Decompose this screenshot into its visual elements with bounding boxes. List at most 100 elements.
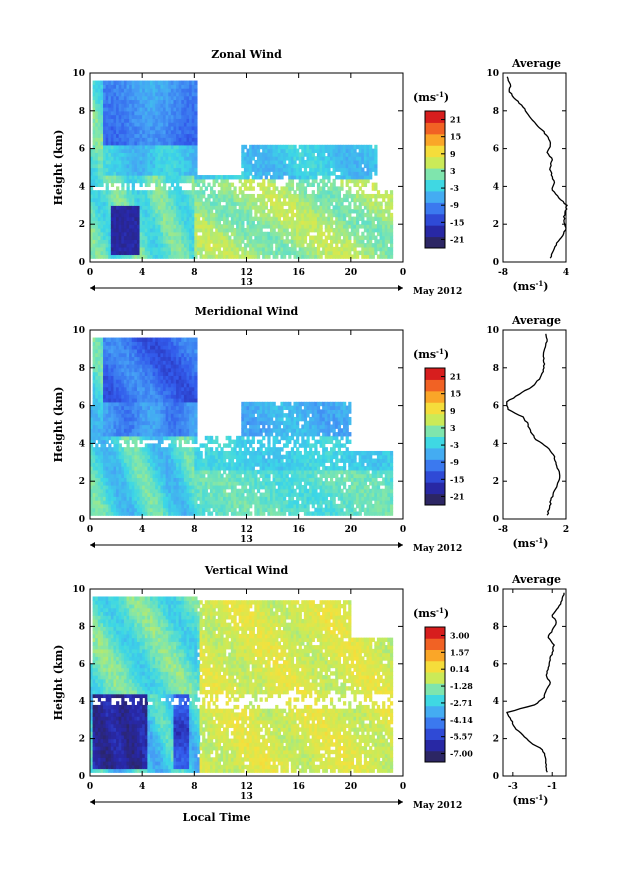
heatmap-cell xyxy=(176,239,180,244)
heatmap-cell xyxy=(126,80,130,85)
heatmap-cell xyxy=(90,186,94,191)
heatmap-cell xyxy=(136,91,141,97)
heatmap-cell xyxy=(147,118,151,123)
heatmap-cell xyxy=(191,178,195,184)
heatmap-cell xyxy=(144,107,148,112)
heatmap-cell xyxy=(97,503,102,509)
heatmap-cell xyxy=(121,371,125,376)
heatmap-cell xyxy=(121,197,125,203)
heatmap-cell xyxy=(233,220,237,225)
heatmap-cell xyxy=(170,118,175,123)
heatmap-cell xyxy=(142,171,146,176)
heatmap-cell xyxy=(134,125,138,131)
heatmap-cell xyxy=(103,443,107,448)
heatmap-cell xyxy=(348,239,352,244)
heatmap-cell xyxy=(316,156,321,161)
heatmap-cell xyxy=(147,141,151,146)
heatmap-cell xyxy=(389,190,394,195)
heatmap-cell xyxy=(108,386,112,392)
heatmap-cell xyxy=(267,156,271,161)
heatmap-cell xyxy=(178,224,182,229)
heatmap-cell xyxy=(170,235,175,240)
heatmap-cell xyxy=(269,175,274,180)
heatmap-cell xyxy=(324,144,328,150)
heatmap-cell xyxy=(92,371,96,376)
heatmap-cell xyxy=(123,84,128,89)
heatmap-cell xyxy=(369,205,373,210)
heatmap-cell xyxy=(149,227,154,233)
heatmap-cell xyxy=(176,88,180,93)
heatmap-cell xyxy=(100,148,104,153)
heatmap-cell xyxy=(113,488,117,494)
heatmap-cell xyxy=(121,216,125,222)
heatmap-cell xyxy=(116,394,120,399)
heatmap-cell xyxy=(121,450,125,456)
heatmap-cell xyxy=(238,212,242,218)
heatmap-cell xyxy=(353,209,357,214)
heatmap-cell xyxy=(110,503,115,509)
heatmap-cell xyxy=(350,167,355,172)
heatmap-cell xyxy=(382,254,386,259)
heatmap-cell xyxy=(116,186,120,191)
heatmap-cell xyxy=(371,182,375,187)
heatmap-cell xyxy=(280,224,284,229)
heatmap-cell xyxy=(147,500,151,505)
heatmap-cell xyxy=(191,148,195,153)
heatmap-cell xyxy=(186,125,190,131)
heatmap-cell xyxy=(387,201,391,206)
heatmap-cell xyxy=(134,129,138,135)
heatmap-cell xyxy=(251,148,255,153)
heatmap-cell xyxy=(134,435,138,441)
heatmap-cell xyxy=(256,220,261,225)
heatmap-cell xyxy=(116,477,120,482)
heatmap-cell xyxy=(149,394,154,399)
heatmap-cell xyxy=(90,424,94,429)
heatmap-cell xyxy=(149,156,154,161)
heatmap-cell xyxy=(285,144,289,150)
heatmap-cell xyxy=(155,496,159,501)
heatmap-cell xyxy=(103,152,107,157)
heatmap-cell xyxy=(191,137,195,142)
heatmap-cell xyxy=(337,235,341,240)
heatmap-cell xyxy=(118,175,122,180)
heatmap-cell xyxy=(337,163,341,169)
heatmap-cell xyxy=(209,175,214,180)
heatmap-cell xyxy=(259,193,263,199)
heatmap-cell xyxy=(147,254,151,259)
heatmap-cell xyxy=(204,212,208,218)
heatmap-cell xyxy=(327,152,331,157)
heatmap-cell xyxy=(108,488,112,494)
heatmap-cell xyxy=(136,503,141,509)
heatmap-cell xyxy=(108,137,112,142)
heatmap-cell xyxy=(262,159,266,165)
heatmap-cell xyxy=(92,466,96,471)
heatmap-cell xyxy=(254,152,258,157)
heatmap-cell xyxy=(369,212,373,218)
heatmap-cell xyxy=(90,182,94,187)
heatmap-cell xyxy=(176,250,180,256)
heatmap-cell xyxy=(142,137,146,142)
heatmap-cell xyxy=(178,88,182,93)
heatmap-cell xyxy=(100,231,104,237)
heatmap-cell xyxy=(90,481,94,486)
heatmap-cell xyxy=(97,435,102,441)
heatmap-cell xyxy=(316,224,321,229)
heatmap-cell xyxy=(103,477,107,482)
heatmap-cell xyxy=(163,190,167,195)
heatmap-cell xyxy=(314,212,318,218)
heatmap-cell xyxy=(149,209,154,214)
heatmap-cell xyxy=(168,250,172,256)
heatmap-cell xyxy=(259,152,263,157)
heatmap-cell xyxy=(189,239,193,244)
heatmap-cell xyxy=(183,148,188,153)
heatmap-cell xyxy=(147,159,151,165)
heatmap-cell xyxy=(264,186,268,191)
heatmap-cell xyxy=(241,216,245,222)
heatmap-cell xyxy=(136,348,141,354)
heatmap-cell xyxy=(186,212,190,218)
heatmap-cell xyxy=(345,239,349,244)
heatmap-cell xyxy=(186,243,190,248)
heatmap-cell xyxy=(100,371,104,376)
heatmap-cell xyxy=(108,382,112,388)
heatmap-cell xyxy=(149,492,154,497)
